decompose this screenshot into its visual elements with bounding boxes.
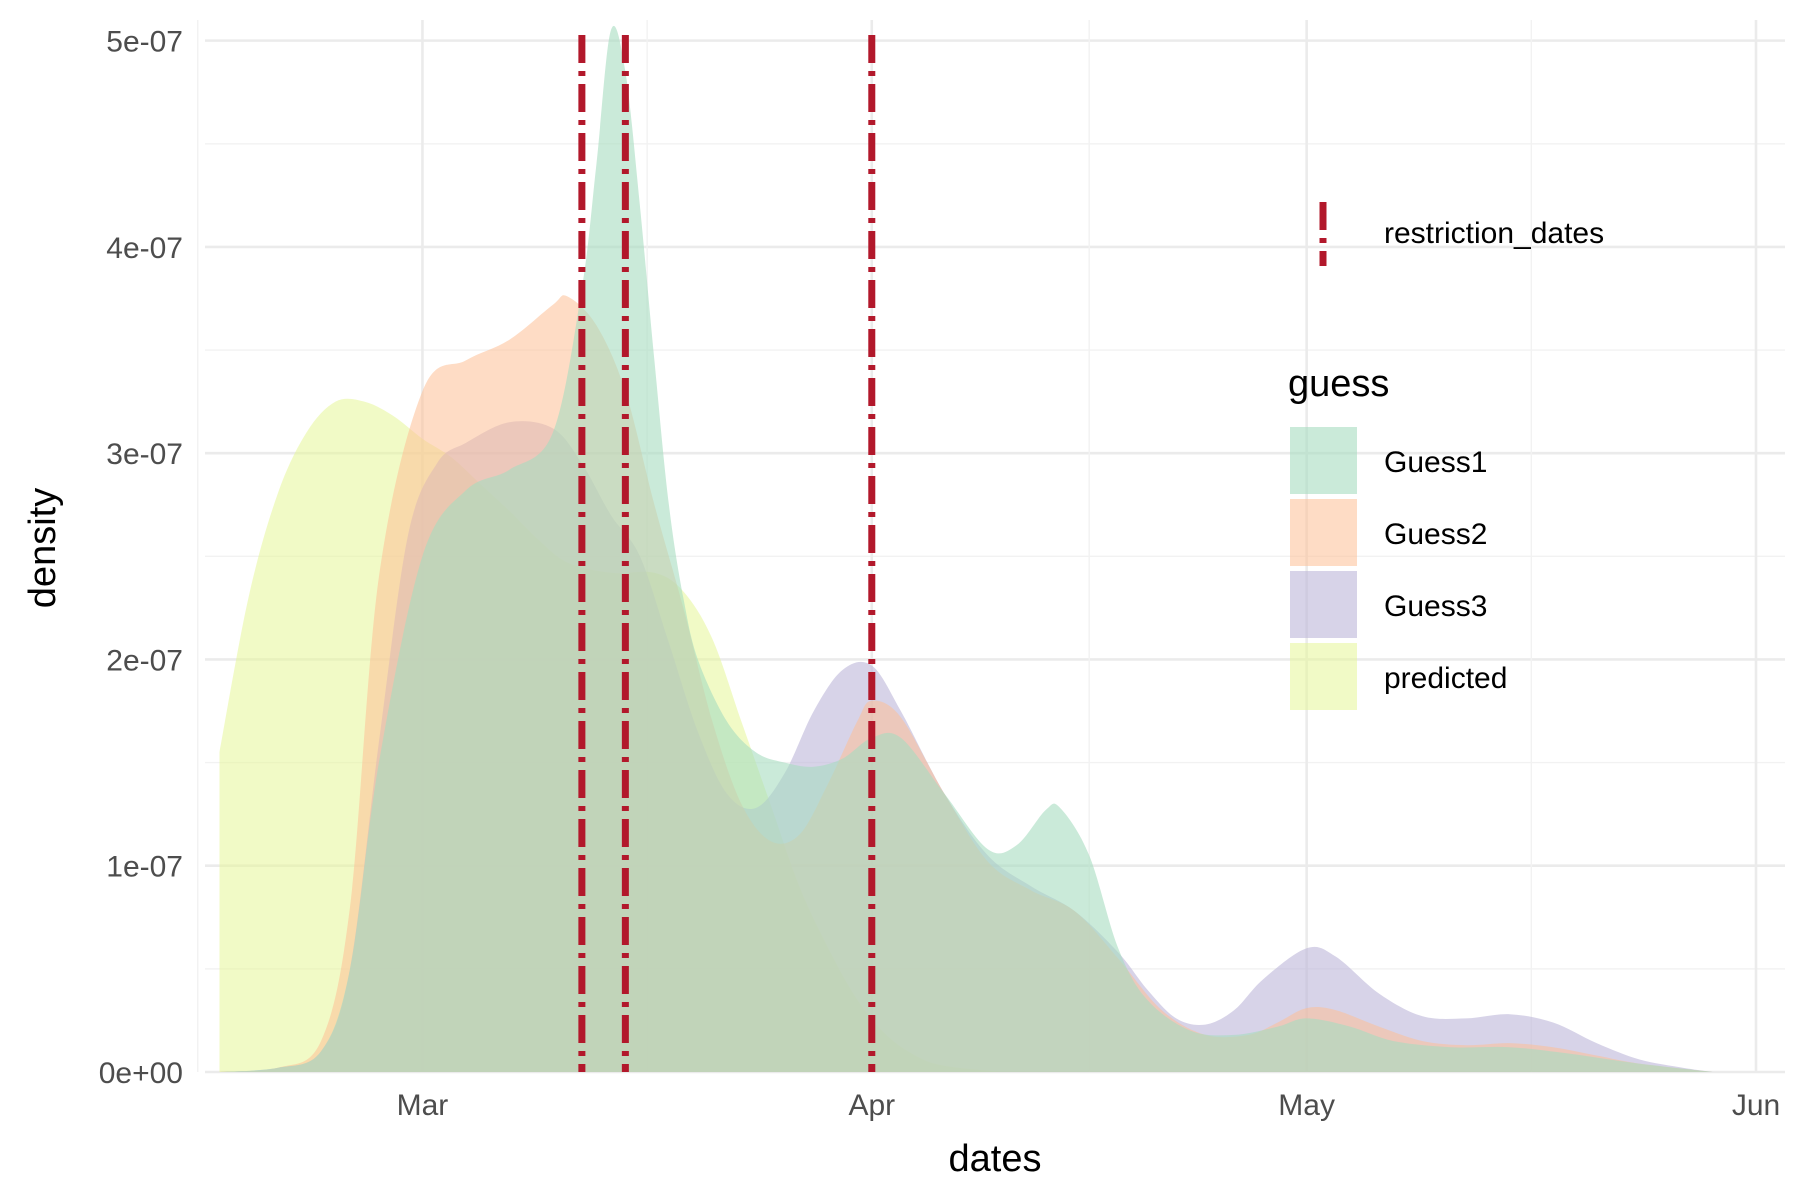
y-tick-label: 0e+00	[99, 1057, 183, 1090]
y-tick-label: 3e-07	[106, 438, 183, 471]
legend-item-guess3: Guess3	[1290, 571, 1487, 638]
legend-restriction-label: restriction_dates	[1384, 217, 1604, 250]
legend-swatch	[1290, 643, 1357, 710]
y-tick-label: 1e-07	[106, 851, 183, 884]
y-tick-label: 5e-07	[106, 26, 183, 59]
x-tick-label: Mar	[397, 1089, 449, 1122]
area-guess1	[219, 25, 1713, 1073]
x-tick-label: May	[1278, 1089, 1335, 1122]
legend-label: Guess3	[1384, 590, 1487, 623]
legend-item-guess2: Guess2	[1290, 499, 1487, 566]
y-tick-label: 4e-07	[106, 232, 183, 265]
legend-swatch	[1290, 571, 1357, 638]
legend-guess-items: Guess1 Guess2 Guess3 predicted	[1290, 427, 1507, 710]
legend: restriction_dates guess Guess1Guess2Gues…	[1288, 202, 1604, 710]
legend-label: predicted	[1384, 662, 1507, 695]
y-tick-label: 2e-07	[106, 644, 183, 677]
legend-label: Guess2	[1384, 518, 1487, 551]
y-axis-ticks: 0e+00 1e-07 2e-07 3e-07 4e-07 5e-07	[99, 26, 183, 1090]
x-tick-label: Apr	[848, 1089, 895, 1122]
legend-item-guess1: Guess1	[1290, 427, 1487, 494]
legend-title: guess	[1288, 363, 1389, 405]
legend-item-predicted: predicted	[1290, 643, 1507, 710]
legend-restriction-dates: restriction_dates	[1319, 202, 1604, 266]
density-areas	[219, 25, 1713, 1073]
legend-swatch	[1290, 427, 1357, 494]
x-tick-label: Jun	[1732, 1089, 1780, 1122]
x-axis-ticks: Mar Apr May Jun	[397, 1089, 1781, 1122]
y-axis-title: density	[22, 488, 64, 608]
restriction-date-lines	[578, 35, 876, 1072]
legend-swatch	[1290, 499, 1357, 566]
x-axis-title: dates	[949, 1138, 1042, 1180]
legend-label: Guess1	[1384, 446, 1487, 479]
